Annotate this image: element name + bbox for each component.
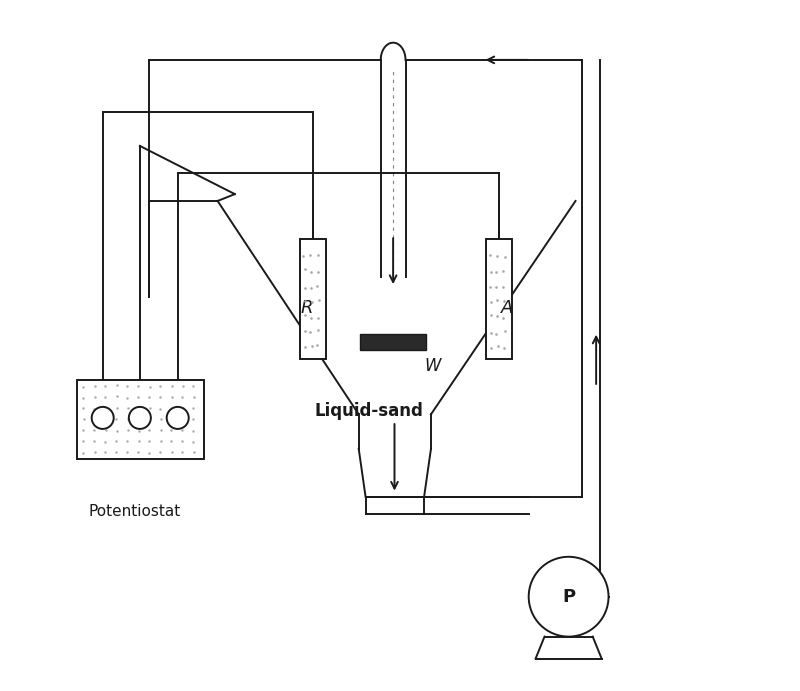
Circle shape bbox=[166, 407, 189, 429]
Bar bbox=[486, 239, 512, 359]
Bar bbox=[300, 239, 326, 359]
Text: R: R bbox=[301, 299, 314, 316]
Text: Liquid-sand: Liquid-sand bbox=[314, 402, 423, 420]
Text: W: W bbox=[424, 357, 441, 375]
Circle shape bbox=[129, 407, 151, 429]
Text: Potentiostat: Potentiostat bbox=[89, 504, 181, 519]
Circle shape bbox=[529, 557, 609, 636]
Text: P: P bbox=[562, 588, 575, 606]
Bar bbox=[361, 334, 426, 350]
Circle shape bbox=[92, 407, 114, 429]
Text: A: A bbox=[501, 299, 513, 316]
Bar bbox=[77, 380, 204, 459]
